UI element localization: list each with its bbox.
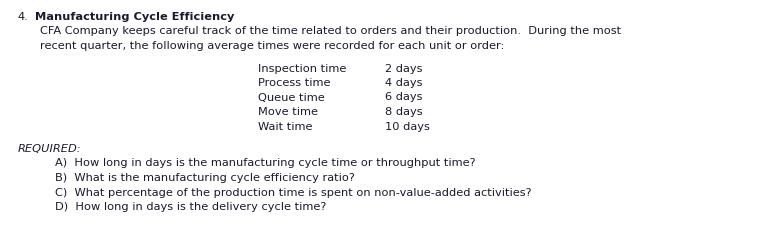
Text: CFA Company keeps careful track of the time related to orders and their producti: CFA Company keeps careful track of the t… xyxy=(40,26,621,36)
Text: 10 days: 10 days xyxy=(385,121,430,132)
Text: C)  What percentage of the production time is spent on non-value-added activitie: C) What percentage of the production tim… xyxy=(55,187,532,198)
Text: 2 days: 2 days xyxy=(385,64,422,73)
Text: 4.: 4. xyxy=(18,12,29,22)
Text: 6 days: 6 days xyxy=(385,92,422,102)
Text: REQUIRED:: REQUIRED: xyxy=(18,144,82,154)
Text: Move time: Move time xyxy=(258,107,318,117)
Text: Manufacturing Cycle Efficiency: Manufacturing Cycle Efficiency xyxy=(35,12,235,22)
Text: Wait time: Wait time xyxy=(258,121,313,132)
Text: Queue time: Queue time xyxy=(258,92,325,102)
Text: 8 days: 8 days xyxy=(385,107,422,117)
Text: Inspection time: Inspection time xyxy=(258,64,347,73)
Text: Process time: Process time xyxy=(258,78,330,88)
Text: D)  How long in days is the delivery cycle time?: D) How long in days is the delivery cycl… xyxy=(55,202,327,212)
Text: A)  How long in days is the manufacturing cycle time or throughput time?: A) How long in days is the manufacturing… xyxy=(55,158,476,168)
Text: 4 days: 4 days xyxy=(385,78,422,88)
Text: recent quarter, the following average times were recorded for each unit or order: recent quarter, the following average ti… xyxy=(40,41,504,51)
Text: B)  What is the manufacturing cycle efficiency ratio?: B) What is the manufacturing cycle effic… xyxy=(55,173,355,183)
